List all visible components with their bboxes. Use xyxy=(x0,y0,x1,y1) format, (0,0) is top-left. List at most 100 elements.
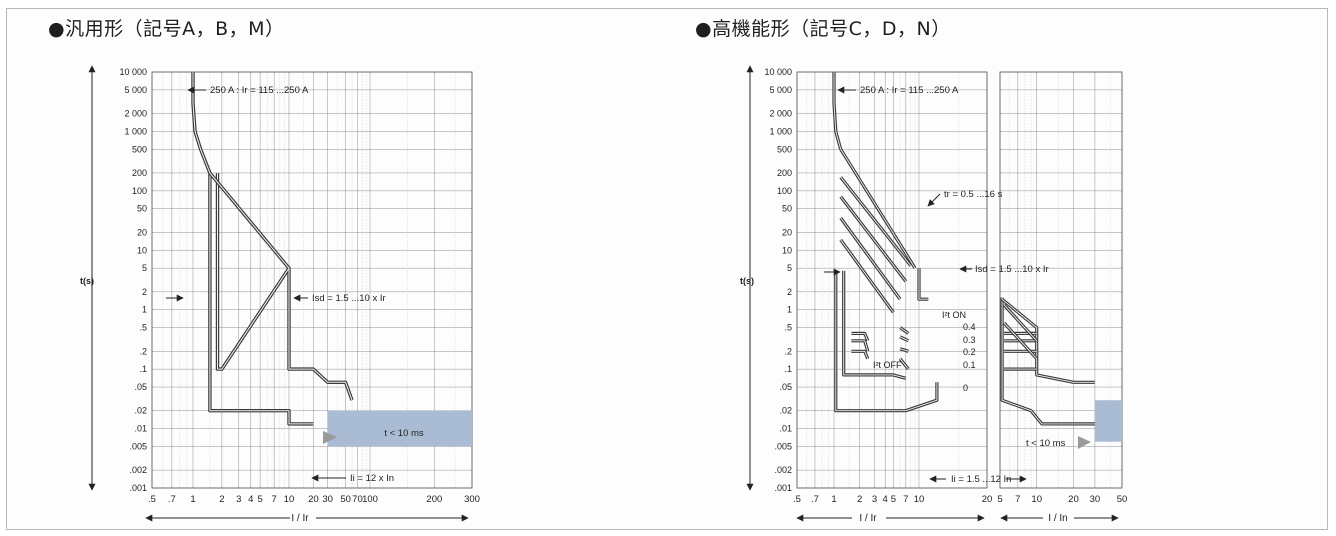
right-in-diag-2-inner xyxy=(1003,322,1038,360)
left-y-tick-label: .5 xyxy=(139,323,147,333)
right-i2t-off-step-1-inner xyxy=(851,332,869,341)
left-annotation-ii: Ii = 12 x In xyxy=(350,473,394,484)
right-annotation-i2t-off: I²t OFF xyxy=(873,360,902,370)
right-y-tick-label: 5 xyxy=(787,263,792,273)
right-i2t-on-step-3-inner xyxy=(899,348,909,352)
right-x-axis-label-in: I / In xyxy=(1048,513,1067,524)
left-y-tick-label: .2 xyxy=(139,346,147,356)
right-y-tick-label: 20 xyxy=(782,227,792,237)
left-y-tick-label: 5 xyxy=(142,263,147,273)
left-x-tick-label: 70 xyxy=(352,494,363,505)
left-plot-border xyxy=(151,71,473,489)
left-trip-curve-1 xyxy=(191,72,314,426)
left-x-tick-label: 7 xyxy=(271,494,276,505)
right-y-tick-label: 1 xyxy=(787,305,792,315)
right-envelope-bottom-inner xyxy=(835,270,938,412)
figure-frame xyxy=(6,8,1328,530)
right-x-tick-label: 5 xyxy=(891,494,896,505)
right-y-tick-label: 2 xyxy=(787,287,792,297)
left-y-tick-label: 2 000 xyxy=(124,109,147,119)
right-isd-step-inner xyxy=(918,268,929,300)
right-envelope-inner-inner xyxy=(843,270,906,379)
right-in-diag-1-inner xyxy=(1003,304,1038,342)
right-annotation-isd: Isd = 1.5 ...10 x Ir xyxy=(975,264,1049,275)
left-y-tick-label: 10 xyxy=(137,245,147,255)
left-x-tick-label: 5 xyxy=(257,494,262,505)
left-y-tick-label: 5 000 xyxy=(124,85,147,95)
right-in-curve-high-inner xyxy=(1001,298,1095,383)
right-x-axis-label-ir: I / Ir xyxy=(859,513,877,524)
right-annotation-tr-arrow xyxy=(927,193,941,207)
right-i2t-on-step-2-inner xyxy=(899,336,909,342)
left-x-tick-label: 300 xyxy=(464,494,480,505)
left-annotation-t10ms: t < 10 ms xyxy=(384,428,424,439)
right-y-tick-label: .005 xyxy=(774,441,792,451)
left-x-tick-label: 30 xyxy=(322,494,333,505)
right-annotation-02: 0.2 xyxy=(963,347,976,357)
right-annotation-ii: Ii = 1.5 ...12 In xyxy=(951,474,1011,485)
left-trip-curve-1-inner xyxy=(192,72,314,425)
left-y-tick-label: .005 xyxy=(129,441,147,451)
left-y-tick-label: 1 000 xyxy=(124,126,147,136)
left-y-tick-label: 10 000 xyxy=(119,67,147,77)
left-y-tick-label: 1 xyxy=(142,305,147,315)
right-x-tick-label-in: 7 xyxy=(1015,494,1020,505)
right-panel-title: ●高機能形（記号C，D，N） xyxy=(695,18,951,40)
right-y-tick-label: .01 xyxy=(779,424,792,434)
right-x-tick-label-in: 5 xyxy=(997,494,1002,505)
left-y-tick-label: .002 xyxy=(129,465,147,475)
right-x-tick-label: 2 xyxy=(857,494,862,505)
left-shaded-region xyxy=(327,410,472,447)
right-x-tick-label: 1 xyxy=(831,494,836,505)
right-y-tick-label: 50 xyxy=(782,204,792,214)
right-y-tick-label: .2 xyxy=(784,346,792,356)
left-y-tick-label: .02 xyxy=(134,406,147,416)
right-y-tick-label: .1 xyxy=(784,364,792,374)
right-y-tick-label: .5 xyxy=(784,323,792,333)
left-annotation-isd: Isd = 1.5 ...10 x Ir xyxy=(312,293,386,304)
left-x-tick-label: 100 xyxy=(362,494,378,505)
right-annotation-04: 0.4 xyxy=(963,322,976,332)
right-y-tick-label: 10 xyxy=(782,245,792,255)
right-annotation-0: 0 xyxy=(963,383,968,393)
right-annotation-01: 0.1 xyxy=(963,360,976,370)
right-y-axis-label: t(s) xyxy=(740,276,754,286)
right-annotation-i2t-on: I²t ON xyxy=(942,310,966,320)
left-x-tick-label: 50 xyxy=(340,494,351,505)
left-t10ms-arrowhead xyxy=(323,431,337,444)
right-y-tick-label: 200 xyxy=(777,168,792,178)
right-x-tick-label-in: 50 xyxy=(1117,494,1128,505)
right-in-curve-low-inner xyxy=(1001,297,1095,425)
left-chart: 10 000 5 000 2 000 1 000 500 200 100 50 20 10 5 2 1.… xyxy=(88,65,480,522)
left-x-tick-label: 10 xyxy=(284,494,295,505)
right-plot-border-b xyxy=(999,71,1123,489)
left-y-tick-label: .01 xyxy=(134,424,147,434)
left-x-tick-label: 4 xyxy=(248,494,253,505)
right-i2t-off-step-3-inner xyxy=(851,350,869,359)
left-trip-curve-2-inner xyxy=(217,173,353,401)
right-y-tick-label: .001 xyxy=(774,483,792,493)
left-x-tick-label: .5 xyxy=(148,494,156,505)
right-i2t-on-step-4-inner xyxy=(899,358,909,370)
right-x-tick-label: 3 xyxy=(872,494,877,505)
left-x-tick-label: 20 xyxy=(308,494,319,505)
right-y-tick-label: 2 000 xyxy=(769,109,792,119)
right-i2t-on-step-1-inner xyxy=(899,327,909,334)
right-annotation-250a: 250 A : Ir = 115 ...250 A xyxy=(860,85,959,96)
right-y-tick-label: 500 xyxy=(777,144,792,154)
right-annotation-t10ms: t < 10 ms xyxy=(1026,438,1066,449)
right-i2t-off-step-2-inner xyxy=(851,340,869,352)
right-plot-border-a xyxy=(796,71,988,489)
right-annotation-tr: tr = 0.5 ...16 s xyxy=(944,189,1003,200)
left-x-tick-label: .7 xyxy=(168,494,176,505)
right-y-tick-label: .02 xyxy=(779,406,792,416)
left-x-axis-label: I / Ir xyxy=(291,513,309,524)
left-y-tick-label: 20 xyxy=(137,227,147,237)
right-x-tick-label-in: 10 xyxy=(1031,494,1042,505)
left-x-tick-label: 3 xyxy=(236,494,241,505)
right-isd-step xyxy=(917,268,929,301)
right-y-tick-label: 5 000 xyxy=(769,85,792,95)
left-panel-title: ●汎用形（記号A，B，M） xyxy=(48,18,285,40)
right-tr-band-2-inner xyxy=(840,176,912,266)
